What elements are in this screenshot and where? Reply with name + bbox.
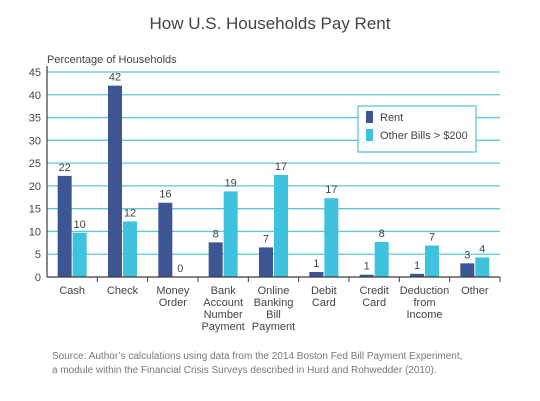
bar-rent — [309, 271, 324, 277]
x-tick-label: Money Order — [156, 285, 190, 309]
bars — [57, 85, 490, 278]
bar-value-label: 8 — [213, 228, 219, 240]
source-line: Source: Author’s calculations using data… — [52, 351, 463, 362]
bar-value-label: 7 — [429, 232, 435, 244]
legend-label: Other Bills > $200 — [380, 130, 468, 142]
bar-value-label: 17 — [325, 184, 337, 196]
legend: Rent Other Bills > $200 — [357, 105, 477, 153]
y-tick-labels: 0 5 10 15 20 25 30 35 40 45 — [29, 67, 41, 284]
bar-rent — [410, 273, 424, 277]
x-tick-label-line: Income — [406, 309, 442, 321]
bar-rent — [108, 85, 122, 278]
y-tick-label: 5 — [35, 249, 41, 261]
x-tick-label-line: Payment — [201, 321, 244, 333]
x-tick-label: Check — [107, 285, 139, 297]
x-tick-label-line: Deduction — [400, 285, 450, 297]
x-tick-label-line: Debit — [311, 285, 337, 297]
y-tick-label: 45 — [29, 67, 41, 79]
bar-other-bills — [324, 198, 339, 277]
x-tick-label-line: Online — [258, 285, 290, 297]
bar-rent — [259, 247, 273, 277]
x-tick-label-line: from — [414, 297, 436, 309]
source-note: Source: Author’s calculations using data… — [52, 350, 522, 378]
bar-value-label: 4 — [479, 243, 485, 255]
x-tick-label-line: Number — [204, 309, 243, 321]
legend-label: Rent — [380, 112, 403, 124]
bar-value-label: 8 — [379, 228, 385, 240]
bar-value-label: 10 — [74, 219, 86, 231]
x-tick-label: Deduction from Income — [400, 285, 450, 321]
x-tick-label-line: Card — [362, 297, 386, 309]
x-tick-label-line: Bill — [266, 309, 281, 321]
legend-swatch-other-bills — [366, 129, 373, 141]
bar-value-label: 22 — [59, 162, 71, 174]
x-tick-label-line: Money — [156, 285, 190, 297]
x-tick-label-line: Card — [312, 297, 336, 309]
x-tick-label-line: Cash — [59, 285, 85, 297]
y-tick-label: 35 — [29, 113, 41, 125]
y-tick-label: 30 — [29, 135, 41, 147]
bar-value-label: 19 — [225, 177, 237, 189]
bar-rent — [359, 274, 374, 277]
y-axis-label: Percentage of Households — [47, 54, 177, 66]
x-tick-label-line: Other — [461, 285, 489, 297]
y-tick-label: 10 — [29, 226, 41, 238]
bar-value-label: 1 — [364, 261, 370, 273]
x-tick-label-line: Bank — [211, 285, 237, 297]
bar-value-label: 17 — [275, 161, 287, 173]
y-tick-label: 0 — [35, 272, 41, 284]
bar-value-label: 3 — [464, 249, 470, 261]
bar-value-label: 12 — [124, 207, 136, 219]
bar-value-label: 7 — [263, 233, 269, 245]
bar-chart: Percentage of Households 051015202530354… — [29, 54, 501, 333]
bar-other-bills — [374, 241, 389, 277]
x-tick-label: Credit Card — [359, 285, 388, 309]
x-tick-label: Online Banking Bill Payment — [252, 285, 295, 333]
x-tick-label-line: Order — [159, 297, 187, 309]
bar-value-label: 42 — [109, 72, 121, 84]
bar-value-label: 16 — [159, 189, 171, 201]
bar-value-label: 0 — [177, 263, 183, 275]
bar-other-bills — [123, 221, 137, 277]
bar-rent — [57, 175, 72, 277]
bar-other-bills — [223, 191, 238, 277]
bar-value-label: 1 — [414, 260, 420, 272]
chart-title: How U.S. Households Pay Rent — [149, 14, 391, 33]
bar-rent — [158, 202, 173, 277]
axes — [46, 66, 501, 282]
y-tick-label: 20 — [29, 181, 41, 193]
x-tick-label-line: Payment — [252, 321, 295, 333]
x-tick-label: Cash — [59, 285, 85, 297]
y-tick-label: 25 — [29, 158, 41, 170]
x-tick-label: Bank Account Number Payment — [201, 285, 244, 333]
legend-box — [357, 105, 477, 153]
legend-swatch-rent — [366, 111, 373, 123]
bar-other-bills — [72, 232, 87, 277]
bar-other-bills — [274, 174, 288, 277]
x-tick-label: Other — [461, 285, 489, 297]
y-tick-label: 40 — [29, 90, 41, 102]
bar-other-bills — [475, 257, 490, 277]
bar-other-bills — [425, 245, 439, 277]
x-tick-label: Debit Card — [311, 285, 337, 309]
x-tick-label-line: Banking — [254, 297, 294, 309]
bar-rent — [208, 242, 223, 277]
x-tick-label-line: Account — [203, 297, 243, 309]
y-tick-label: 15 — [29, 204, 41, 216]
source-line: a module within the Financial Crisis Sur… — [52, 365, 437, 376]
x-tick-label-line: Check — [107, 285, 139, 297]
bar-rent — [460, 263, 475, 277]
x-tick-label-line: Credit — [359, 285, 388, 297]
bar-value-label: 1 — [313, 258, 319, 270]
